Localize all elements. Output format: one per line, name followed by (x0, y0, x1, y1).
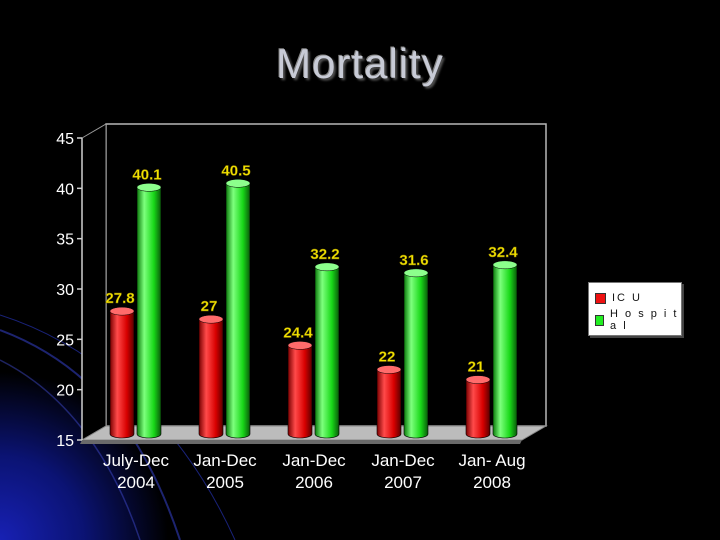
data-label-hospital: 40.5 (221, 162, 250, 179)
y-tick-label: 40 (56, 181, 74, 198)
data-label-icu: 21 (468, 359, 485, 376)
data-label-icu: 22 (379, 349, 396, 366)
data-label-hospital: 32.4 (488, 244, 518, 261)
data-label-hospital: 40.1 (132, 166, 161, 183)
data-label-icu: 24.4 (283, 324, 313, 341)
plot-floor-edge (80, 440, 522, 444)
x-category-label: 2004 (117, 473, 155, 492)
data-label-icu: 27.8 (105, 290, 134, 307)
bar-top-hospital (403, 268, 429, 278)
bar-hospital (314, 266, 340, 439)
legend-label-hospital: H o s p i t a l (610, 308, 679, 332)
x-category-label: Jan-Dec (371, 451, 435, 470)
x-category-label: 2008 (473, 473, 511, 492)
slide-title: Mortality (276, 40, 444, 87)
bar-top-hospital (136, 183, 162, 192)
bar-hospital (403, 272, 429, 439)
x-category-label: 2005 (206, 473, 244, 492)
y-tick-label: 25 (56, 332, 74, 349)
y-tick-label: 45 (56, 131, 74, 148)
x-category-label: 2007 (384, 473, 422, 492)
data-label-icu: 27 (201, 298, 218, 315)
legend-swatch-icu (595, 292, 606, 304)
x-category-label: 2006 (295, 473, 333, 492)
bar-icu (287, 345, 313, 439)
bar-icu (376, 369, 402, 439)
legend-item-hospital: H o s p i t a l (595, 308, 681, 332)
bar-top-icu (198, 314, 224, 324)
legend-label-icu: IC U (612, 292, 642, 304)
bar-top-hospital (314, 262, 340, 272)
plot-left-wall (81, 123, 107, 441)
y-tick-label: 15 (56, 433, 74, 450)
y-tick-label: 35 (56, 232, 74, 249)
bar-top-hospital (225, 179, 251, 188)
bar-top-icu (376, 365, 402, 374)
chart-legend: IC U H o s p i t a l (588, 282, 682, 336)
data-label-hospital: 32.2 (310, 246, 339, 263)
bar-top-icu (465, 375, 491, 384)
bar-top-hospital (492, 260, 518, 270)
bar-icu (465, 379, 491, 439)
bar-icu (198, 318, 224, 439)
x-category-label: Jan-Dec (193, 451, 257, 470)
legend-item-icu: IC U (595, 291, 642, 305)
data-label-hospital: 31.6 (399, 252, 428, 269)
bar-hospital (225, 183, 251, 439)
bar-hospital (136, 187, 162, 439)
x-category-label: July-Dec (103, 451, 170, 470)
legend-swatch-hospital (595, 314, 605, 326)
x-category-label: Jan- Aug (458, 451, 525, 470)
bar-icu (109, 310, 135, 439)
bar-hospital (492, 264, 518, 439)
y-tick-label: 20 (56, 383, 74, 400)
bar-top-icu (109, 306, 135, 316)
y-tick-label: 30 (56, 282, 74, 299)
x-category-label: Jan-Dec (282, 451, 346, 470)
bar-top-icu (287, 341, 313, 350)
